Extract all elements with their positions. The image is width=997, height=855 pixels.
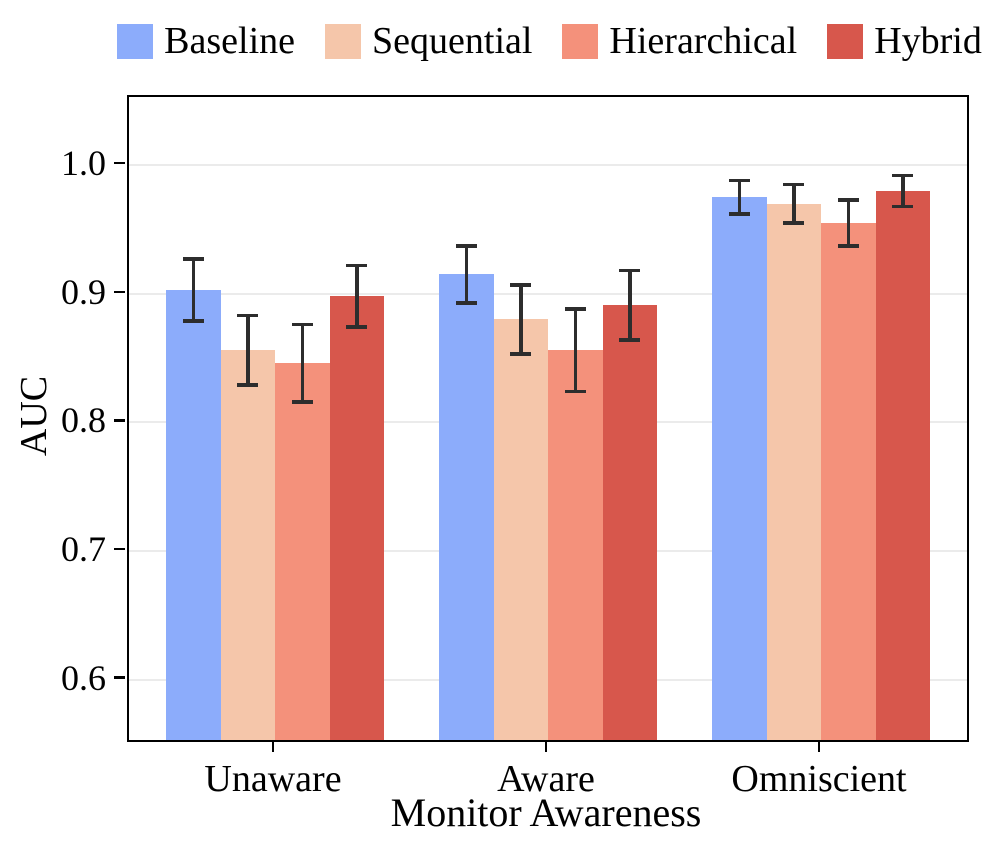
bar-baseline-unaware [166,289,221,740]
x-axis-tick [271,740,275,752]
error-bar [737,180,741,214]
bar-hybrid-aware [602,305,657,740]
error-bar-cap [510,283,532,287]
error-bar-cap [837,198,859,202]
bar-hierarchical-aware [548,350,603,740]
y-tick-label: 1.0 [61,143,106,184]
error-bar-cap [291,322,313,327]
error-bar-cap [837,244,859,248]
error-bar-cap [564,389,586,394]
error-bar [901,175,905,207]
x-tick-label-aware: Aware [497,758,595,800]
error-bar-cap [619,268,641,273]
error-bar [846,199,850,247]
error-bar [355,265,359,328]
error-bar [300,324,304,402]
legend-swatch-icon [117,23,154,59]
bar-baseline-aware [439,274,494,740]
gridline [129,292,967,295]
gridline [129,164,967,167]
error-bar [792,184,796,224]
bar-baseline-omniscient [712,197,767,740]
bar-hybrid-omniscient [875,190,930,740]
error-bar-cap [291,400,313,404]
bar-sequential-aware [493,319,548,740]
error-bar-cap [728,178,750,183]
error-bar [519,284,523,355]
y-tick-label: 0.7 [61,528,106,569]
bar-sequential-unaware [220,350,275,740]
y-tick-label: 0.6 [61,657,106,698]
error-bar-cap [237,383,259,387]
error-bar [464,246,468,303]
error-bar-cap [892,204,914,209]
plot-area [127,95,969,742]
legend-item-baseline: Baseline [117,22,295,60]
error-bar-cap [182,257,204,261]
y-axis-tick [114,676,125,679]
error-bar-cap [619,338,641,342]
y-tick-label: 0.9 [61,271,106,312]
error-bar-cap [237,313,259,318]
legend-item-hybrid: Hybrid [827,22,982,60]
x-axis-tick [544,740,548,752]
x-axis-title: Monitor Awareness [390,790,702,835]
error-bar-cap [783,182,805,187]
error-bar-cap [564,307,586,311]
y-axis-tick [114,419,125,422]
legend-swatch-icon [325,23,362,59]
error-bar-cap [455,301,477,305]
legend-label: Baseline [164,20,296,62]
x-tick-label-unaware: Unaware [204,758,342,800]
legend-label: Sequential [372,20,533,62]
bar-hierarchical-unaware [275,363,330,740]
bar-hybrid-unaware [329,296,384,740]
error-bar-cap [346,325,368,329]
error-bar [191,259,195,321]
error-bar-cap [455,244,477,248]
x-axis-tick [817,740,821,752]
bar-sequential-omniscient [766,203,821,740]
error-bar-cap [182,319,204,323]
y-axis-tick [114,161,125,165]
error-bar-cap [346,263,368,268]
legend-swatch-icon [827,23,864,59]
legend-label: Hybrid [874,20,982,62]
error-bar-cap [510,352,532,356]
y-axis-tick [114,290,125,293]
error-bar-cap [892,173,914,178]
legend: Baseline Sequential Hierarchical Hybrid [51,22,997,60]
x-tick-label-omniscient: Omniscient [731,758,907,800]
y-tick-label: 0.8 [61,400,106,441]
legend-item-sequential: Sequential [325,22,532,60]
legend-swatch-icon [562,23,599,59]
error-bar [628,270,632,341]
error-bar [246,315,250,386]
error-bar-cap [728,212,750,216]
legend-label: Hierarchical [609,20,798,62]
bar-hierarchical-omniscient [821,223,876,740]
legend-item-hierarchical: Hierarchical [562,22,797,60]
error-bar-cap [783,221,805,225]
y-axis-tick [114,547,125,551]
error-bar [573,309,577,392]
